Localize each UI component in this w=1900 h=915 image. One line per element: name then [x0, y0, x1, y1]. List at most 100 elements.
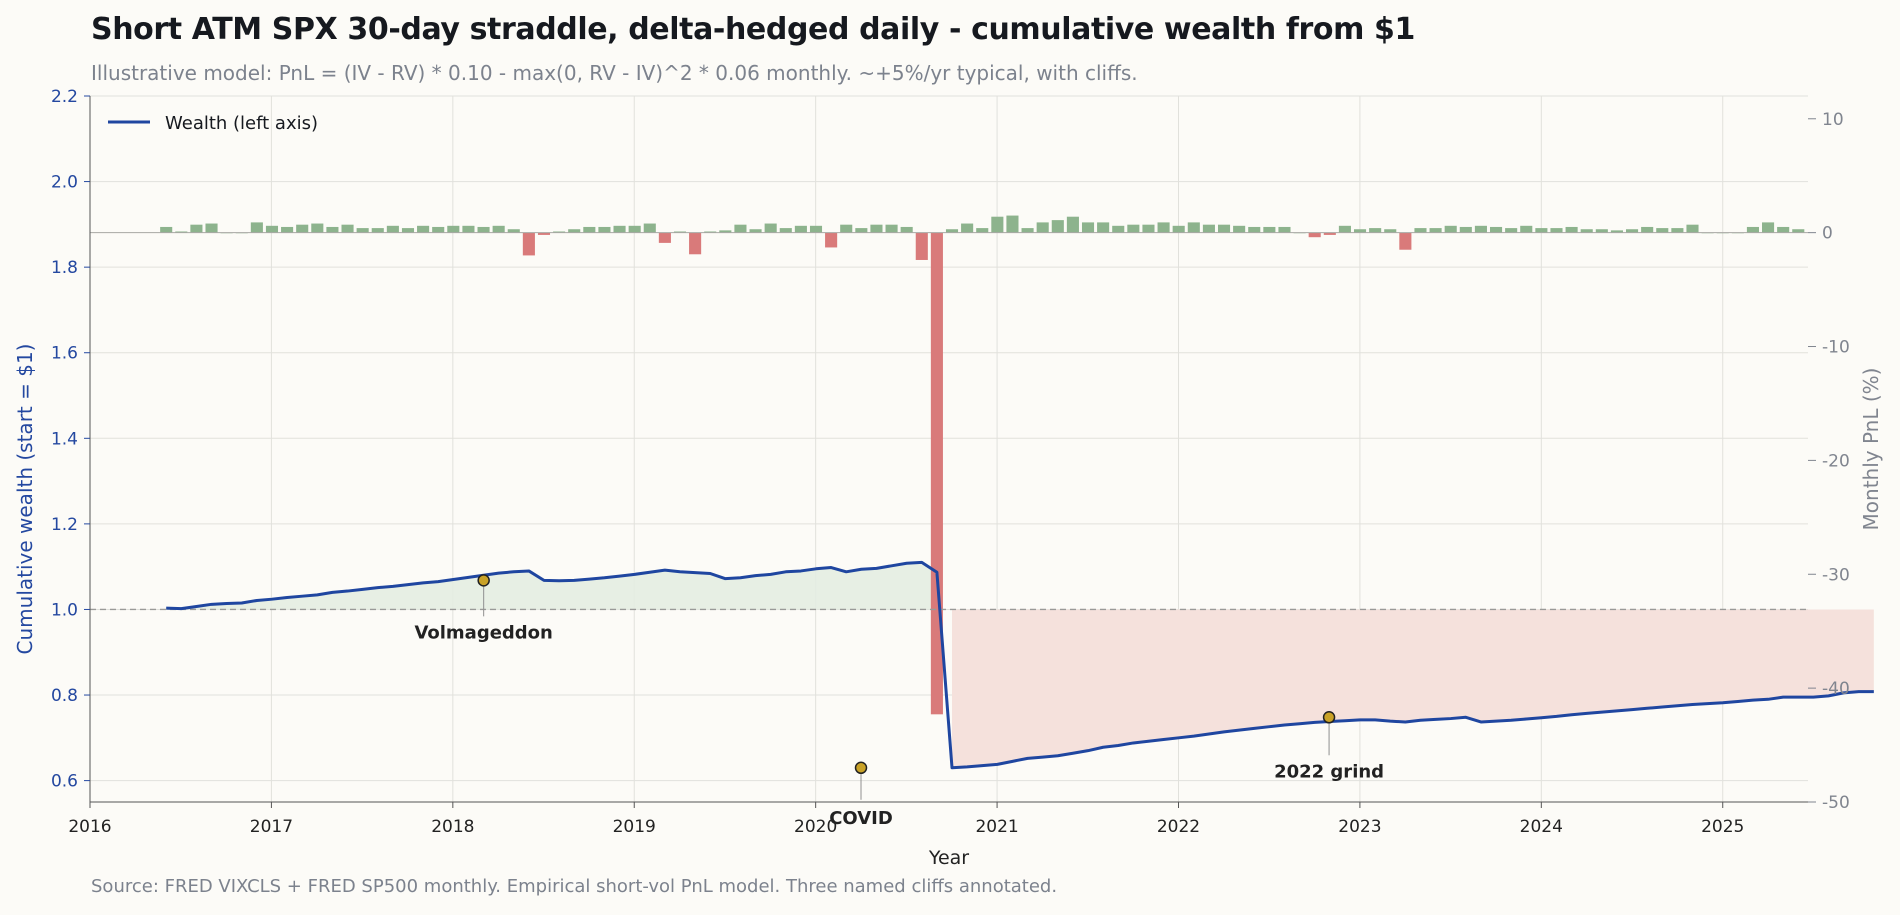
y-tick-label-right: -40 [1822, 679, 1850, 699]
pnl-bar [1248, 226, 1261, 233]
pnl-bar [583, 226, 596, 233]
x-tick-label: 2025 [1701, 817, 1744, 837]
pnl-bar [1157, 222, 1170, 233]
pnl-bar [1671, 228, 1684, 233]
y-tick-label-left: 1.0 [51, 600, 78, 620]
x-tick-label: 2020 [794, 817, 837, 837]
pnl-bar [1399, 232, 1412, 250]
y-tick-label-left: 1.6 [51, 344, 78, 364]
pnl-bar [371, 228, 384, 233]
pnl-bar [1278, 226, 1291, 233]
pnl-bar [1202, 224, 1215, 233]
pnl-bar [326, 226, 339, 233]
pnl-bar [1323, 232, 1336, 235]
pnl-bar [840, 224, 853, 233]
x-tick-label: 2023 [1338, 817, 1381, 837]
pnl-bar [553, 231, 566, 233]
pnl-bar [825, 232, 838, 248]
pnl-bar [991, 216, 1004, 233]
annotations: Volmageddon COVID 2022 grind [414, 574, 1384, 829]
pnl-bar [250, 222, 263, 233]
pnl-bar [417, 225, 430, 233]
pnl-bar [401, 228, 415, 233]
pnl-bar [1127, 224, 1140, 233]
pnl-bar [1520, 225, 1533, 233]
pnl-bar [900, 226, 913, 233]
y-tick-label-left: 2.2 [51, 87, 78, 107]
pnl-bar [1233, 225, 1246, 233]
pnl-bar [1641, 226, 1654, 233]
pnl-bar [1610, 230, 1623, 233]
pnl-bar [1459, 226, 1472, 233]
pnl-bar [537, 232, 551, 235]
pnl-bars [160, 215, 1805, 715]
pnl-bar [885, 224, 898, 233]
y-tick-label-right: -20 [1822, 451, 1850, 471]
pnl-bar [1429, 228, 1442, 233]
pnl-bar [1036, 222, 1049, 233]
pnl-bar [205, 223, 218, 233]
pnl-bar [1792, 229, 1805, 233]
pnl-bar [1595, 229, 1608, 233]
y-axis-label-right: Monthly PnL (%) [1859, 368, 1883, 531]
pnl-bar [945, 229, 959, 233]
pnl-bar [1308, 232, 1321, 238]
pnl-bar [1021, 228, 1034, 233]
pnl-bar [915, 232, 928, 260]
wealth-line [166, 560, 1874, 770]
pnl-bar [1746, 226, 1759, 233]
pnl-bar [1762, 222, 1775, 233]
x-tick-label: 2019 [613, 817, 656, 837]
reference-lines [90, 232, 1808, 611]
pnl-bar [870, 224, 883, 233]
pnl-bar [432, 226, 445, 233]
pnl-bar [311, 223, 324, 233]
pnl-bar [175, 231, 188, 233]
pnl-bar [1444, 225, 1457, 233]
pnl-bar [628, 225, 641, 233]
pnl-bar [779, 228, 792, 233]
pnl-bar [1217, 224, 1231, 233]
pnl-bar [1006, 215, 1019, 233]
pnl-bar [1656, 228, 1669, 233]
y-tick-label-left: 0.8 [51, 686, 78, 706]
pnl-bar [749, 229, 762, 233]
pnl-bar [190, 224, 203, 233]
x-axis-label: Year [928, 847, 969, 869]
pnl-bar [1489, 226, 1503, 233]
annotation-marker [854, 761, 868, 775]
pnl-bar [1112, 225, 1125, 233]
pnl-bar [1550, 228, 1563, 233]
gain-area [166, 562, 937, 610]
pnl-bar [386, 225, 399, 233]
pnl-bar [1535, 228, 1548, 233]
pnl-bar [1338, 225, 1351, 233]
pnl-bar [673, 231, 687, 233]
pnl-bar [961, 223, 974, 233]
y-tick-label-right: 0 [1822, 224, 1833, 244]
pnl-bar [507, 229, 520, 233]
pnl-bar [976, 228, 989, 233]
pnl-bar [1580, 229, 1593, 233]
chart-title: Short ATM SPX 30-day straddle, delta-hed… [91, 12, 1415, 47]
pnl-bar [764, 223, 777, 233]
pnl-bar [613, 225, 626, 233]
pnl-bar [643, 223, 656, 233]
annotation-marker [1322, 711, 1336, 724]
pnl-bar [598, 226, 611, 233]
wealth-series-line [166, 560, 1874, 770]
loss-area [952, 609, 1874, 768]
pnl-bar [658, 232, 671, 243]
pnl-bar [492, 225, 505, 233]
pnl-bar [1505, 228, 1518, 233]
pnl-bar [809, 225, 823, 233]
x-tick-label: 2017 [250, 817, 293, 837]
pnl-bar [794, 225, 807, 233]
pnl-bar [1626, 229, 1639, 233]
pnl-bar [447, 225, 460, 233]
pnl-bar [1414, 228, 1427, 233]
y-tick-label-left: 1.4 [51, 429, 78, 449]
annotation-label: 2022 grind [1274, 761, 1384, 782]
pnl-bar [719, 230, 732, 233]
